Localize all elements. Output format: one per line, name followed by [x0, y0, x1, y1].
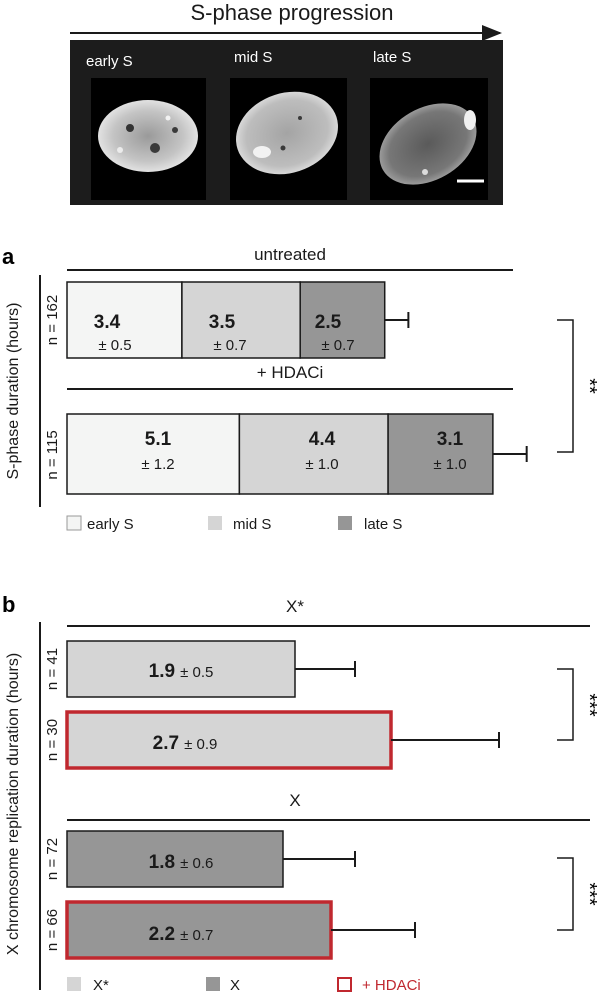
- image-label-late: late S: [373, 49, 411, 66]
- seg-sd-untreated-late: ± 0.7: [321, 337, 354, 354]
- legend-b-swatch-xstar: [67, 977, 81, 991]
- legend-b-swatch-hdaci: [337, 977, 352, 992]
- seg-value-untreated-early: 3.4: [94, 312, 121, 333]
- legend-a-label-late: late S: [364, 516, 402, 533]
- panel-b-n-x-untreated: n = 72: [44, 838, 61, 880]
- seg-sd-hdaci-mid: ± 1.0: [305, 456, 338, 473]
- panel-a-n-hdaci: n = 115: [44, 430, 61, 479]
- bar-label-x-hdaci: 2.2 ± 0.7: [149, 924, 214, 945]
- panel-a-letter: a: [2, 244, 15, 269]
- nucleus-early: [98, 100, 198, 172]
- bar-segment-hdaci-early-s: [66, 413, 241, 495]
- legend-a-swatch-late: [338, 516, 352, 530]
- panel-a-group-title-untreated: untreated: [254, 245, 326, 264]
- bar-label-xstar-hdaci: 2.7 ± 0.9: [153, 733, 218, 754]
- bar-xstar-hdaci: [65, 710, 393, 770]
- panel-a-n-untreated: n = 162: [44, 295, 61, 345]
- panel-b-significance-bracket-xstar: [557, 668, 574, 741]
- legend-b-label-x: X: [230, 977, 240, 994]
- bar-x-untreated: [66, 830, 284, 888]
- seg-value-hdaci-early: 5.1: [145, 429, 172, 450]
- bar-x-hdaci: [65, 900, 333, 960]
- panel-a-bars: [66, 281, 528, 495]
- nucleus-late: [379, 103, 477, 185]
- panel-b-group-title-xstar: X*: [286, 597, 304, 616]
- seg-value-untreated-late: 2.5: [315, 312, 342, 333]
- panel-a-significance-bracket: [557, 319, 574, 453]
- header-title: S-phase progression: [190, 0, 393, 25]
- bar-segment-hdaci-late-s: [387, 413, 494, 495]
- seg-value-hdaci-mid: 4.4: [309, 429, 336, 450]
- bar-xstar-untreated: [66, 640, 296, 698]
- panel-b-n-x-hdaci: n = 66: [44, 909, 61, 951]
- legend-a-swatch-mid: [208, 516, 222, 530]
- panel-a-group-title-hdaci: + HDACi: [257, 363, 324, 382]
- legend-a-label-early: early S: [87, 516, 134, 533]
- seg-value-untreated-mid: 3.5: [209, 312, 236, 333]
- panel-b-significance-bracket-x: [557, 857, 574, 931]
- bar-segment-hdaci-mid-s: [238, 413, 389, 495]
- legend-a-label-mid: mid S: [233, 516, 271, 533]
- panel-b-bars: [65, 640, 500, 960]
- panel-b-n-xstar-untreated: n = 41: [44, 648, 61, 690]
- image-label-early: early S: [86, 53, 133, 70]
- legend-a-swatch-early: [66, 515, 82, 531]
- seg-value-hdaci-late: 3.1: [437, 429, 464, 450]
- legend-b-label-xstar: X*: [93, 977, 109, 994]
- bar-segment-untreated-early-s: [66, 281, 183, 359]
- panel-a-significance: **: [578, 378, 598, 394]
- seg-sd-hdaci-early: ± 1.2: [141, 456, 174, 473]
- panel-b-n-xstar-hdaci: n = 30: [44, 719, 61, 761]
- panel-b-letter: b: [2, 592, 15, 617]
- seg-sd-untreated-mid: ± 0.7: [213, 337, 246, 354]
- image-label-mid: mid S: [234, 49, 272, 66]
- legend-b-swatch-x: [206, 977, 220, 991]
- bar-label-xstar-untreated: 1.9 ± 0.5: [149, 661, 214, 682]
- seg-sd-hdaci-late: ± 1.0: [433, 456, 466, 473]
- panel-b-significance-x: ***: [578, 882, 598, 906]
- panel-b-significance-xstar: ***: [578, 693, 598, 717]
- bar-label-x-untreated: 1.8 ± 0.6: [149, 852, 214, 873]
- legend-b-label-hdaci: + HDACi: [362, 977, 421, 994]
- seg-sd-untreated-early: ± 0.5: [98, 337, 131, 354]
- nucleus-mid: [236, 91, 338, 175]
- panel-a-ylabel: S-phase duration (hours): [5, 303, 22, 480]
- panel-b-ylabel: X chromosome replication duration (hours…: [5, 653, 22, 955]
- panel-b-group-title-x: X: [289, 791, 300, 810]
